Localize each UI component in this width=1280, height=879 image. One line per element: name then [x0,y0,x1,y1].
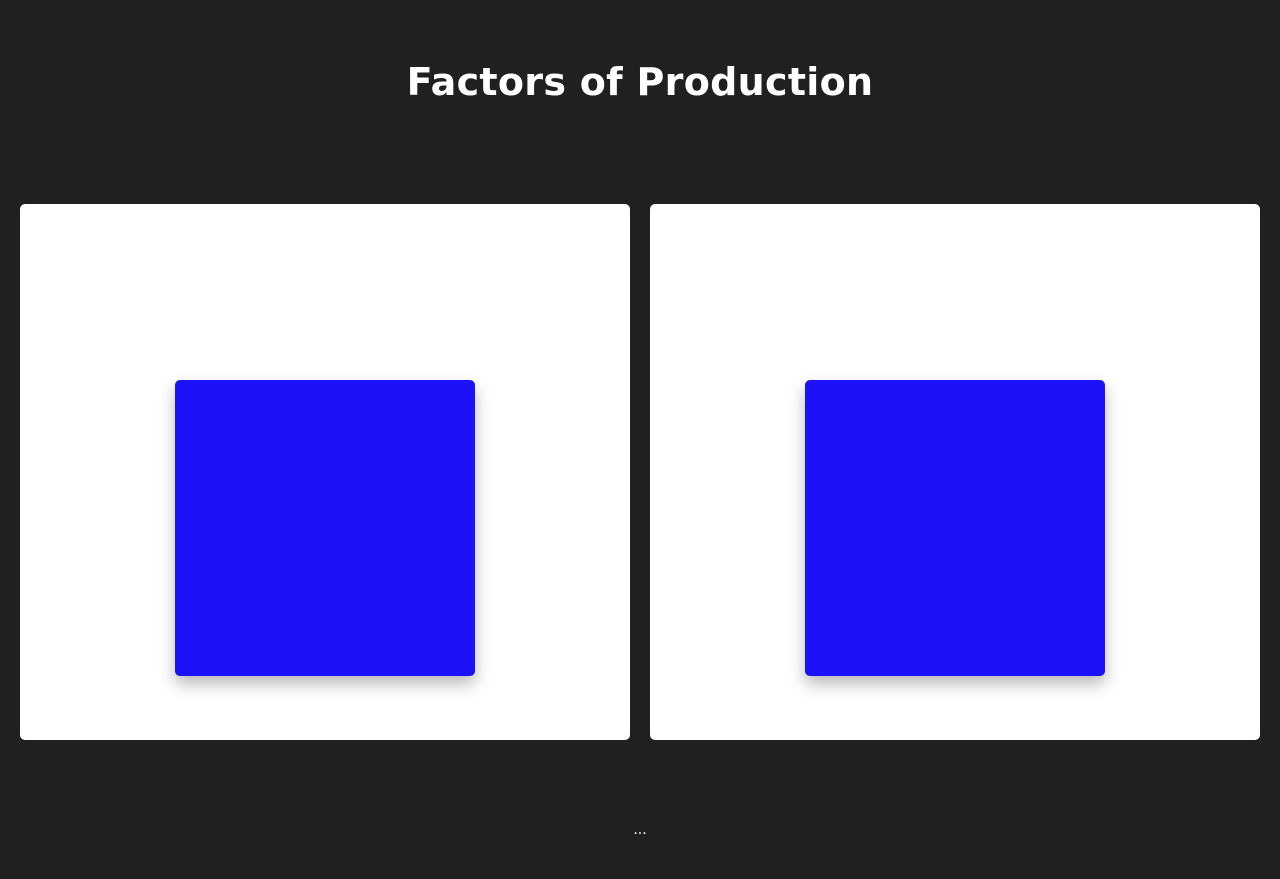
factor-card[interactable] [20,204,630,740]
card-image [175,380,475,676]
factor-card[interactable] [650,204,1260,740]
footer-ellipsis: ... [633,822,647,838]
card-grid [20,204,1260,740]
card-image [805,380,1105,676]
page-title: Factors of Production [406,60,874,104]
